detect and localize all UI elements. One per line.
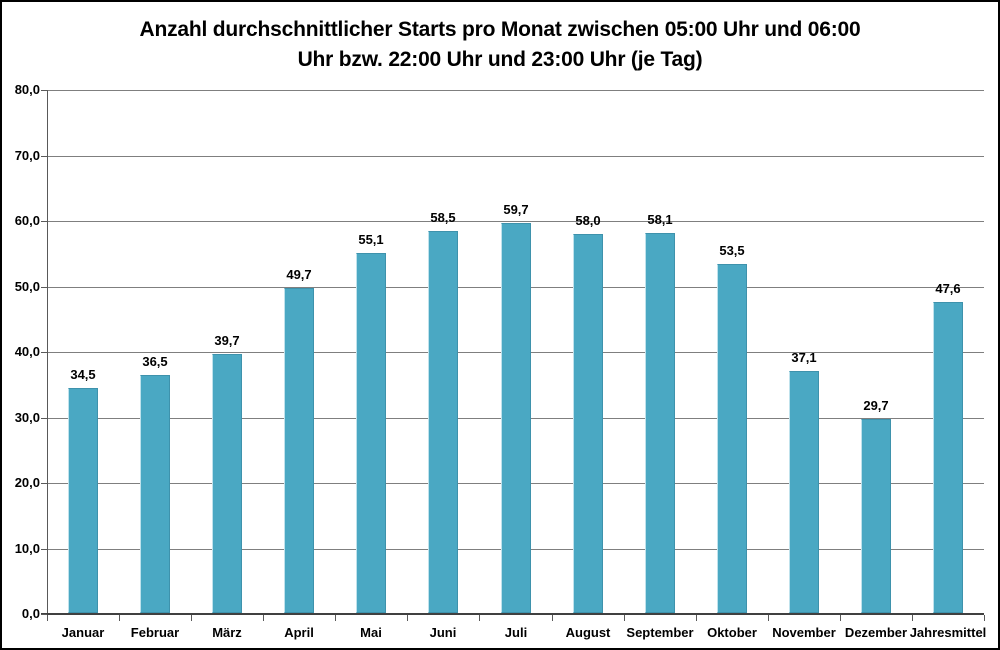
x-axis-tick xyxy=(191,615,192,621)
y-axis-label: 50,0 xyxy=(14,279,40,294)
x-axis-tick xyxy=(119,615,120,621)
bar-13 xyxy=(933,302,963,613)
bar-value-label: 36,5 xyxy=(142,354,168,369)
x-axis-label: Juli xyxy=(504,625,528,640)
x-axis-tick xyxy=(624,615,625,621)
bar-value-label: 58,1 xyxy=(647,212,673,227)
x-axis-tick xyxy=(768,615,769,621)
x-axis-tick xyxy=(407,615,408,621)
gridline xyxy=(47,221,984,222)
x-axis-tick xyxy=(47,615,48,621)
bar-value-label: 34,5 xyxy=(70,367,96,382)
bar-value-label: 58,5 xyxy=(430,210,456,225)
bar-2 xyxy=(140,375,170,613)
bar-9 xyxy=(645,233,675,613)
gridline xyxy=(47,90,984,91)
bar-7 xyxy=(501,223,531,613)
y-axis-tick xyxy=(41,614,47,615)
bar-value-label: 29,7 xyxy=(863,398,889,413)
bar-value-label: 39,7 xyxy=(214,333,240,348)
x-axis-label: Juni xyxy=(429,625,457,640)
y-axis-label: 70,0 xyxy=(14,148,40,163)
y-axis-label: 80,0 xyxy=(14,82,40,97)
bar-value-label: 59,7 xyxy=(503,202,529,217)
y-axis-line xyxy=(47,90,48,614)
x-axis-label: März xyxy=(212,625,242,640)
y-axis-label: 40,0 xyxy=(14,344,40,359)
x-axis-tick xyxy=(263,615,264,621)
bar-12 xyxy=(861,419,891,613)
chart-title-line1: Anzahl durchschnittlicher Starts pro Mon… xyxy=(139,18,861,41)
bar-10 xyxy=(717,264,747,613)
x-axis-tick xyxy=(840,615,841,621)
gridline xyxy=(47,156,984,157)
x-axis-tick xyxy=(696,615,697,621)
bar-value-label: 49,7 xyxy=(286,267,312,282)
bar-value-label: 55,1 xyxy=(358,232,384,247)
x-axis-label: Mai xyxy=(360,625,382,640)
bar-11 xyxy=(789,371,819,613)
bar-3 xyxy=(212,354,242,613)
bar-5 xyxy=(356,253,386,613)
bar-1 xyxy=(68,388,98,613)
x-axis-tick xyxy=(912,615,913,621)
x-axis-label: September xyxy=(626,625,694,640)
x-axis-label: Jahresmittel xyxy=(909,625,987,640)
x-axis-label: Oktober xyxy=(707,625,757,640)
x-axis-tick xyxy=(552,615,553,621)
y-axis-tick xyxy=(41,483,47,484)
y-axis-tick xyxy=(41,221,47,222)
bar-value-label: 47,6 xyxy=(935,281,961,296)
x-axis-tick xyxy=(335,615,336,621)
x-axis-label: Februar xyxy=(130,625,180,640)
y-axis-label: 10,0 xyxy=(14,541,40,556)
chart-title: Anzahl durchschnittlicher Starts pro Mon… xyxy=(2,15,998,75)
y-axis-label: 30,0 xyxy=(14,410,40,425)
y-axis-tick xyxy=(41,549,47,550)
y-axis-label: 20,0 xyxy=(14,475,40,490)
y-axis-label: 0,0 xyxy=(21,606,40,621)
y-axis-tick xyxy=(41,287,47,288)
y-axis-label: 60,0 xyxy=(14,213,40,228)
bar-value-label: 37,1 xyxy=(791,350,817,365)
y-axis-tick xyxy=(41,352,47,353)
y-axis-tick xyxy=(41,418,47,419)
bar-value-label: 58,0 xyxy=(575,213,601,228)
x-axis-label: August xyxy=(565,625,611,640)
bar-value-label: 53,5 xyxy=(719,243,745,258)
bar-6 xyxy=(428,231,458,613)
x-axis-tick xyxy=(984,615,985,621)
bar-4 xyxy=(284,288,314,613)
y-axis-tick xyxy=(41,156,47,157)
x-axis-label: April xyxy=(284,625,314,640)
x-axis-tick xyxy=(479,615,480,621)
x-axis-label: Januar xyxy=(61,625,105,640)
x-axis-label: Dezember xyxy=(844,625,908,640)
y-axis-tick xyxy=(41,90,47,91)
x-axis-line xyxy=(41,613,984,615)
chart-title-line2: Uhr bzw. 22:00 Uhr und 23:00 Uhr (je Tag… xyxy=(297,48,703,71)
bar-8 xyxy=(573,234,603,613)
x-axis-label: November xyxy=(772,625,836,640)
